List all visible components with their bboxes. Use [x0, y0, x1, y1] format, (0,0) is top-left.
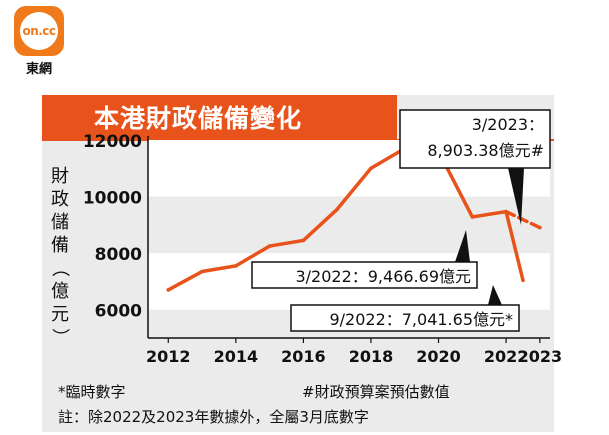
annotation-text-ann2022-0: 3/2022：9,466.69億元	[295, 267, 471, 286]
series-line-dashed	[504, 209, 542, 230]
data-point-solid-0	[166, 288, 171, 292]
x-tick-label-2022: 2022	[484, 347, 529, 366]
note-interim: *臨時數字	[58, 383, 126, 401]
data-point-dashed-0	[504, 209, 508, 214]
x-tick-label-2016: 2016	[281, 347, 326, 366]
x-tick-label-2012: 2012	[146, 347, 191, 366]
title-bar: 本港財政儲備變化	[42, 95, 397, 139]
data-point-dashed-1	[538, 225, 542, 230]
annotation-pointer-ann2022b	[488, 285, 502, 305]
x-tick-label-2020: 2020	[416, 347, 461, 366]
y-axis-title-char-0: 財	[51, 166, 69, 187]
data-point-solid-11	[521, 278, 525, 283]
data-point-solid-5	[335, 207, 339, 212]
x-tick-label-2014: 2014	[214, 347, 259, 366]
annotation-pointer-ann2022	[455, 230, 470, 262]
series-line-solid	[166, 146, 525, 292]
annotation-text-ann2022b-0: 9/2022：7,041.65億元*	[329, 310, 513, 329]
data-point-solid-1	[200, 269, 204, 274]
y-axis-title-char-4: （	[49, 259, 70, 277]
oncc-logo: on.cc	[14, 6, 64, 56]
x-tick-label-2018: 2018	[349, 347, 394, 366]
y-axis-title-char-2: 儲	[51, 212, 69, 233]
data-point-solid-9	[470, 215, 475, 219]
data-point-solid-4	[301, 238, 306, 243]
y-tick-label-6000: 6000	[95, 302, 142, 322]
y-axis-title-char-1: 政	[51, 189, 69, 210]
y-tick-label-12000: 12000	[83, 132, 142, 152]
note-footnote: 註：除2022及2023年數據外，全屬3月底數字	[58, 408, 369, 426]
logo-mark: on.cc	[20, 12, 58, 50]
annotation-pointer-ann2023	[508, 168, 524, 225]
x-tick-label-2023: 2023	[518, 347, 563, 366]
logo-mark-text: on.cc	[22, 24, 56, 38]
y-axis-title-char-7: ）	[49, 328, 70, 346]
annotation-box-ann2022	[251, 261, 478, 289]
y-axis-title-char-3: 備	[51, 235, 69, 256]
annotation-box-ann2023	[399, 109, 551, 169]
data-point-solid-2	[234, 264, 238, 268]
annotation-box-ann2022b	[290, 304, 520, 332]
logo-caption: 東網	[25, 62, 52, 77]
y-axis-title-char-6: 元	[51, 304, 69, 325]
y-axis-title-char-5: 億	[51, 281, 69, 302]
data-point-solid-6	[369, 166, 373, 171]
annotation-text-ann2023-1: 8,903.38億元#	[427, 141, 544, 160]
y-tick-label-8000: 8000	[95, 245, 142, 265]
data-point-solid-3	[267, 244, 272, 248]
chart-title: 本港財政儲備變化	[94, 104, 303, 133]
y-tick-label-10000: 10000	[83, 189, 142, 209]
annotation-text-ann2023-0: 3/2023：	[472, 115, 544, 134]
note-estimate: #財政預算案預估數值	[302, 383, 450, 401]
